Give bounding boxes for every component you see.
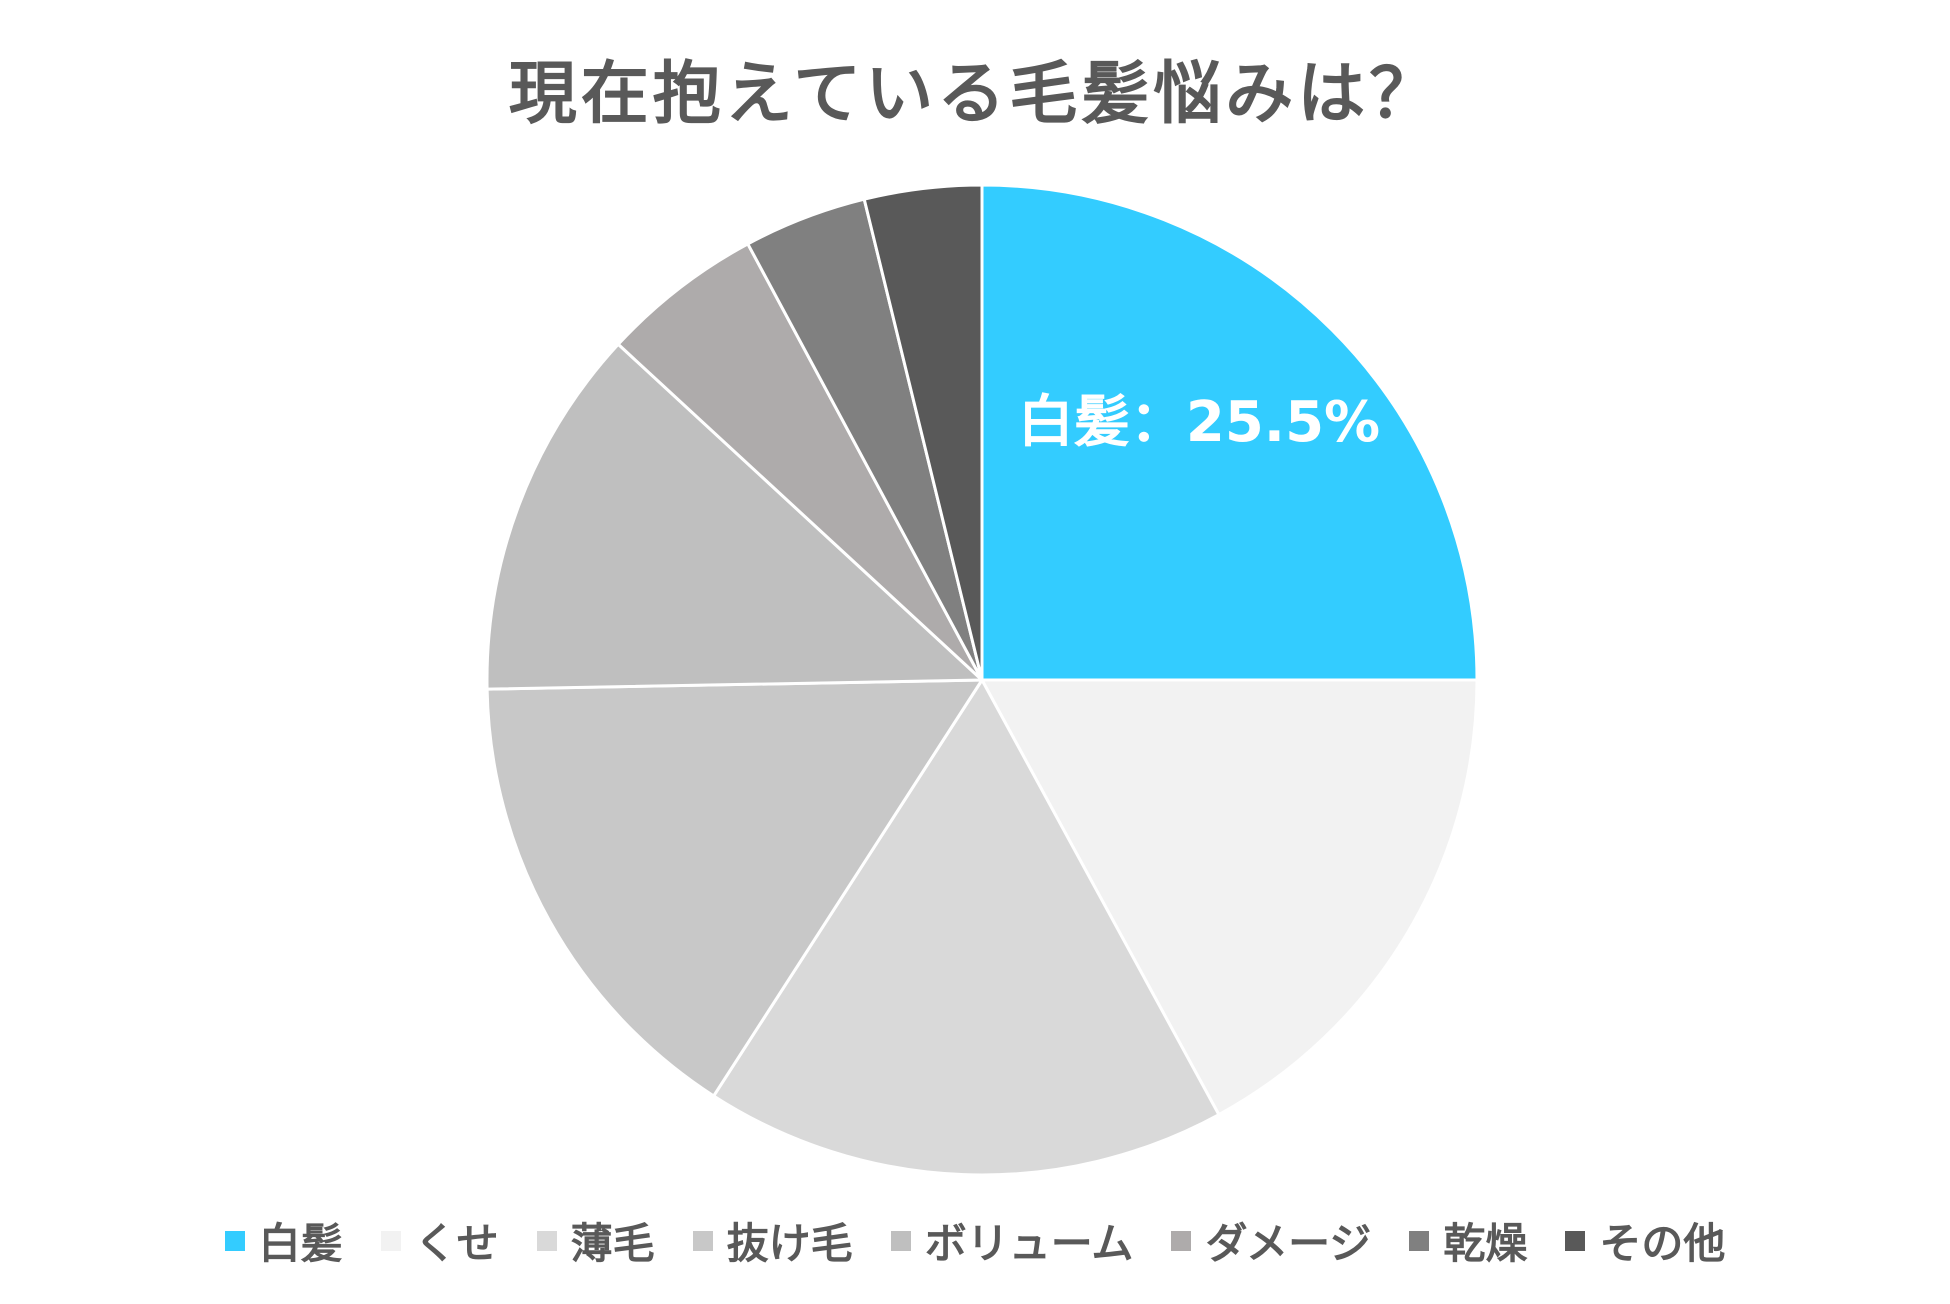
pie-slice-薄毛 [711, 677, 1221, 1177]
pie-slice-白髪 [980, 183, 1479, 682]
legend-label: その他 [1599, 1219, 1726, 1268]
legend-label: ダメージ [1205, 1219, 1372, 1268]
legend-item-その他: その他 [1565, 1210, 1725, 1271]
legend-label: 薄毛 [570, 1219, 655, 1268]
legend-label: 乾燥 [1443, 1219, 1528, 1268]
legend-swatch [1171, 1230, 1192, 1251]
legend-swatch [1565, 1230, 1586, 1251]
legend-label: ボリューム [924, 1219, 1134, 1268]
legend-swatch [692, 1230, 713, 1251]
legend-label: 白髪 [258, 1219, 343, 1268]
chart-legend: 白髪 くせ 薄毛 抜け毛 ボリューム ダメージ 乾燥 その他 [0, 1210, 1950, 1271]
pie-slices [485, 183, 1479, 1177]
legend-item-抜け毛: 抜け毛 [692, 1210, 853, 1271]
legend-item-ボリューム: ボリューム [890, 1210, 1134, 1271]
legend-label: 抜け毛 [726, 1219, 853, 1268]
pie-slice-その他 [862, 183, 984, 681]
legend-swatch [1409, 1230, 1430, 1251]
legend-item-ダメージ: ダメージ [1171, 1210, 1371, 1271]
legend-item-くせ: くせ [380, 1210, 499, 1271]
pie-slice-ダメージ [616, 241, 984, 682]
chart-title: 現在抱えている毛髪悩みは？ [508, 55, 1442, 134]
pie-data-labels: 白髪：25.5% [1018, 390, 1380, 455]
legend-item-乾燥: 乾燥 [1409, 1210, 1527, 1271]
pie-slice-抜け毛 [485, 678, 985, 1099]
legend-item-薄毛: 薄毛 [536, 1210, 655, 1271]
legend-swatch [224, 1230, 245, 1251]
legend-swatch [890, 1230, 911, 1251]
pie-slice-ボリューム [485, 342, 986, 691]
legend-label: くせ [414, 1219, 499, 1268]
pie-slice-くせ [979, 678, 1479, 1117]
legend-swatch [536, 1230, 557, 1251]
legend-item-白髪: 白髪 [224, 1210, 343, 1271]
legend-swatch [380, 1230, 401, 1251]
data-label-白髪: 白髪：25.5% [1018, 390, 1380, 455]
